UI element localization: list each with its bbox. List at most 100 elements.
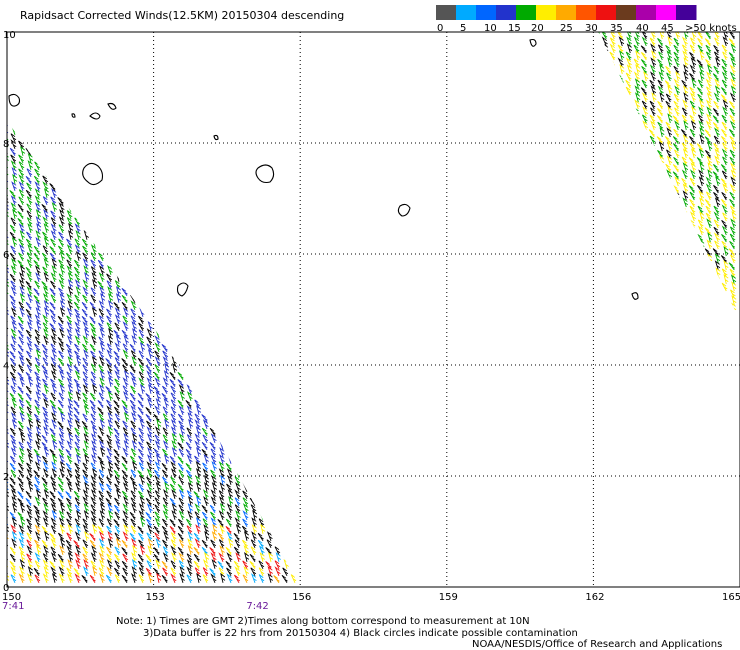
- wind-barb: [265, 217, 272, 227]
- wind-barb: [283, 531, 289, 541]
- wind-barb: [722, 295, 729, 306]
- wind-barb: [58, 392, 65, 401]
- wind-barb: [7, 384, 9, 394]
- wind-barb: [193, 547, 200, 556]
- wind-barb: [34, 133, 40, 143]
- wind-barb: [187, 545, 193, 555]
- wind-barb: [291, 307, 297, 317]
- wind-barb: [51, 418, 57, 429]
- wind-barb: [34, 181, 41, 191]
- wind-barb: [82, 539, 89, 549]
- wind-barb: [162, 356, 169, 366]
- wind-barb: [180, 306, 186, 317]
- wind-barb: [145, 512, 152, 521]
- wind-barb: [186, 434, 193, 443]
- wind-barb: [89, 574, 96, 584]
- wind-barb: [649, 225, 656, 236]
- wind-barb: [211, 398, 217, 408]
- wind-barb: [649, 282, 656, 292]
- wind-barb: [107, 502, 113, 513]
- wind-barb: [161, 574, 168, 584]
- wind-barb: [162, 518, 168, 528]
- wind-barb: [146, 160, 153, 170]
- wind-barb: [723, 260, 729, 271]
- wind-barb: [649, 268, 656, 278]
- wind-barb: [153, 147, 160, 157]
- wind-barb: [186, 154, 192, 164]
- wind-barb: [122, 364, 129, 374]
- wind-barb: [250, 160, 257, 170]
- wind-barb: [66, 154, 73, 164]
- wind-barb: [202, 196, 209, 205]
- wind-barb: [163, 327, 170, 338]
- wind-barb: [289, 371, 296, 381]
- wind-barb: [57, 315, 64, 325]
- wind-barb: [666, 72, 672, 82]
- wind-barb: [697, 93, 704, 103]
- wind-barb: [10, 434, 16, 444]
- wind-barb: [99, 376, 105, 387]
- wind-barb: [74, 350, 81, 360]
- wind-barb: [275, 356, 281, 366]
- wind-barb: [233, 420, 240, 430]
- wind-barb: [138, 567, 145, 576]
- wind-barb: [228, 495, 234, 506]
- wind-barb: [50, 335, 57, 345]
- wind-barb: [212, 159, 218, 170]
- wind-barb: [267, 328, 273, 338]
- wind-barb: [107, 265, 113, 275]
- wind-barb: [228, 537, 234, 548]
- wind-barb: [66, 427, 73, 436]
- wind-barb: [187, 474, 193, 485]
- wind-barb: [185, 169, 192, 178]
- wind-barb: [226, 237, 233, 247]
- wind-barb: [66, 195, 73, 205]
- wind-barb: [720, 311, 728, 320]
- wind-barb: [98, 426, 105, 436]
- wind-barb: [90, 335, 97, 345]
- wind-barb: [51, 265, 57, 275]
- wind-barb: [193, 120, 200, 122]
- wind-barb: [289, 266, 296, 276]
- wind-barb: [274, 301, 281, 310]
- wind-barb: [154, 356, 161, 366]
- wind-barb: [249, 126, 256, 136]
- wind-barb: [122, 567, 129, 577]
- wind-barb: [235, 467, 242, 478]
- wind-barb: [598, 92, 601, 103]
- wind-barb: [242, 518, 249, 528]
- wind-barb: [49, 449, 56, 458]
- wind-barb: [44, 131, 50, 142]
- wind-barb: [642, 211, 649, 222]
- wind-barb: [649, 32, 656, 40]
- wind-barb: [162, 273, 169, 283]
- wind-barb: [74, 259, 80, 269]
- wind-barb: [706, 218, 712, 229]
- wind-barb: [162, 476, 168, 486]
- wind-barb: [600, 164, 608, 173]
- wind-barb: [673, 57, 680, 68]
- wind-barb: [210, 315, 217, 325]
- wind-barb: [51, 453, 58, 464]
- wind-barb: [217, 294, 224, 304]
- wind-barb: [714, 85, 721, 96]
- wind-barb: [291, 138, 298, 149]
- wind-barb: [74, 343, 80, 353]
- wind-barb: [672, 185, 680, 194]
- wind-barb: [291, 272, 297, 282]
- wind-barb: [20, 551, 26, 562]
- wind-barb: [633, 44, 640, 54]
- wind-barb: [211, 188, 217, 198]
- wind-barb: [193, 190, 200, 199]
- wind-barb: [179, 349, 185, 359]
- wind-barb: [113, 364, 120, 374]
- wind-barb: [723, 246, 729, 257]
- wind-barb: [186, 364, 193, 374]
- wind-barb: [626, 43, 633, 54]
- wind-barb: [33, 505, 40, 514]
- wind-barb: [65, 176, 72, 185]
- wind-barb: [106, 447, 113, 457]
- wind-barb: [75, 545, 81, 555]
- wind-barb: [34, 560, 41, 569]
- wind-barb: [59, 209, 65, 219]
